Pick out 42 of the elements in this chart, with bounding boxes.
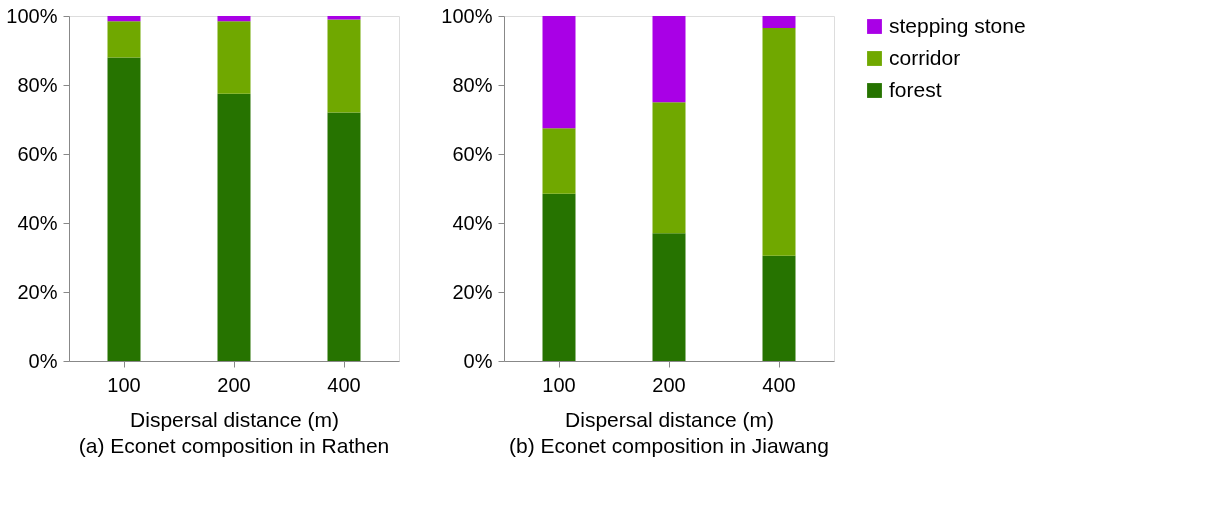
y-tick-label: 40%: [17, 211, 58, 234]
y-tick-label: 60%: [452, 142, 493, 165]
y-tick-label: 80%: [17, 73, 58, 96]
bar: [107, 57, 141, 361]
x-tick-label: 100: [542, 373, 576, 396]
bar: [217, 16, 251, 22]
legend-label: stepping stone: [889, 13, 1026, 37]
bar: [542, 128, 576, 194]
x-tick-label: 400: [762, 373, 796, 396]
x-tick-label: 400: [327, 373, 361, 396]
bar: [327, 19, 361, 113]
y-tick-label: 20%: [452, 280, 493, 303]
y-tick-label: 40%: [452, 211, 493, 234]
bar: [652, 16, 686, 103]
bar: [107, 21, 141, 58]
bar: [107, 16, 141, 22]
bar: [762, 28, 796, 256]
bar: [762, 16, 796, 29]
y-tick-label: 80%: [452, 73, 493, 96]
bar: [327, 112, 361, 361]
legend-label: forest: [889, 77, 942, 101]
y-tick-label: 100%: [441, 4, 493, 27]
x-tick-label: 200: [217, 373, 251, 396]
y-tick-label: 60%: [17, 142, 58, 165]
y-tick-label: 100%: [6, 4, 58, 27]
x-axis-title: Dispersal distance (m): [565, 407, 774, 431]
bar: [542, 16, 576, 129]
y-tick-label: 20%: [17, 280, 58, 303]
y-tick-label: 0%: [28, 349, 58, 372]
x-axis-title: Dispersal distance (m): [130, 407, 339, 431]
x-tick-label: 100: [107, 373, 141, 396]
bar: [217, 21, 251, 94]
legend-label: corridor: [889, 45, 961, 69]
bar: [762, 255, 796, 361]
bar: [217, 93, 251, 361]
y-tick-label: 0%: [463, 349, 493, 372]
x-tick-label: 200: [652, 373, 686, 396]
text: (b) Econet composition in Jiawang: [509, 434, 829, 457]
bar: [652, 102, 686, 234]
bar: [652, 233, 686, 361]
bar: [542, 193, 576, 361]
text: (a) Econet composition in Rathen: [78, 434, 390, 457]
